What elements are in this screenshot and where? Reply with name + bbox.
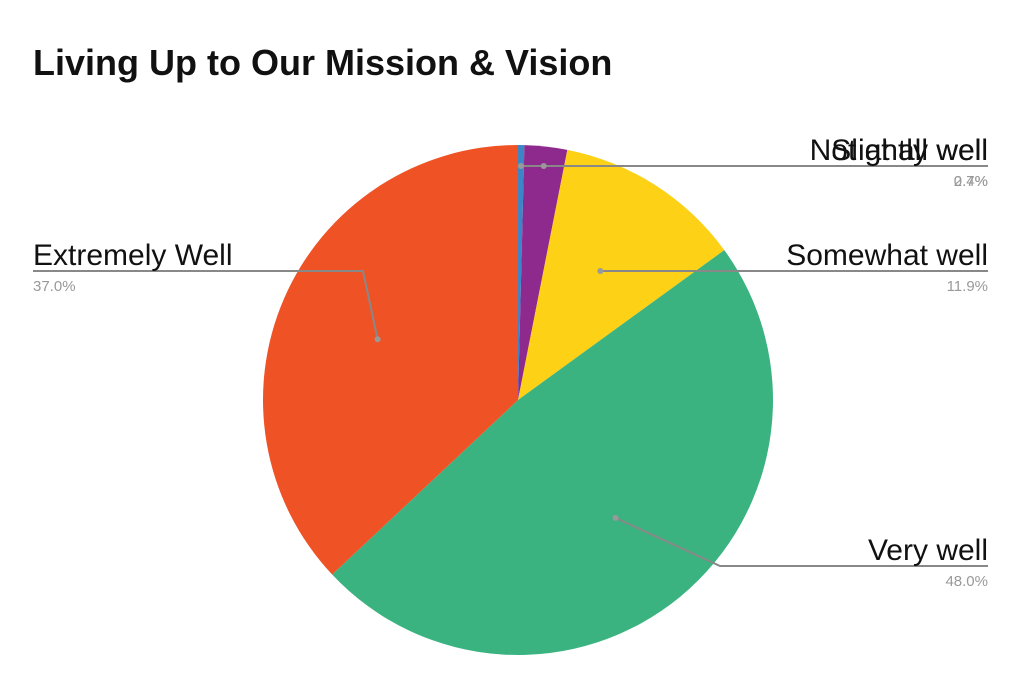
pie-slice (518, 145, 568, 400)
leader-line (33, 270, 379, 340)
leader-line (615, 516, 988, 567)
leader-dot (597, 268, 604, 274)
pie-slice (518, 145, 525, 400)
leader-dot (612, 514, 619, 521)
leader-dot (517, 163, 524, 169)
pie-slice (332, 250, 774, 656)
leader-dot (540, 163, 547, 169)
pie-slice (518, 149, 725, 400)
pie-slice (263, 144, 518, 575)
slice-label: Extremely Well (33, 239, 232, 272)
chart-title: Living Up to Our Mission & Vision (33, 42, 612, 83)
slice-label: Very well (868, 534, 988, 567)
slice-label: Not at all well (810, 134, 988, 167)
leader-dot (374, 336, 381, 343)
value-label: 48.0% (945, 573, 988, 590)
value-label: 2.7% (954, 173, 988, 190)
value-label: 0.4% (954, 173, 988, 190)
value-label: 37.0% (33, 278, 76, 295)
value-label: 11.9% (947, 278, 988, 295)
slice-label: Somewhat well (786, 239, 988, 272)
slice-label: Slightly well (831, 134, 988, 167)
